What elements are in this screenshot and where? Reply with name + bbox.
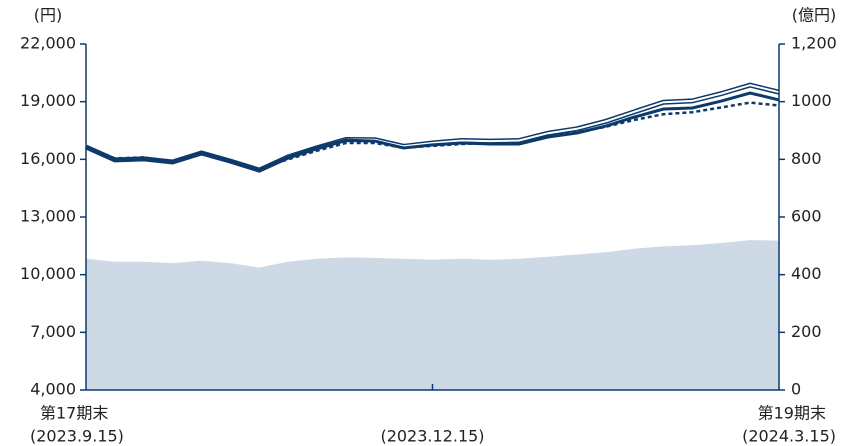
y-tick-label: 13,000: [20, 207, 76, 226]
line: [85, 101, 780, 171]
x-tick-label: (2024.3.15): [742, 427, 836, 446]
y2-tick-label: 200: [791, 322, 822, 341]
y-tick-label: 22,000: [20, 34, 76, 53]
y-tick-label: 16,000: [20, 149, 76, 168]
y2-tick-label: 1,200: [791, 34, 837, 53]
y-tick-label: 4,000: [30, 380, 76, 399]
y-tick-label: 10,000: [20, 264, 76, 283]
annotation: 第19期末: [758, 404, 826, 423]
y2-tick-label: 1000: [791, 91, 832, 110]
y2-tick-label: 0: [791, 380, 801, 399]
y-tick-label: 7,000: [30, 322, 76, 341]
x-tick-label: (2023.9.15): [30, 427, 124, 446]
area: [86, 240, 779, 390]
y2-tick-label: 400: [791, 264, 822, 283]
annotation: 第17期末: [40, 404, 108, 423]
y-axis-label: (円): [34, 6, 63, 25]
y-tick-label: 19,000: [20, 91, 76, 110]
y2-tick-label: 800: [791, 149, 822, 168]
x-tick-label: (2023.12.15): [380, 427, 484, 446]
y2-tick-label: 600: [791, 207, 822, 226]
line: [85, 91, 780, 172]
y2-axis-label: (億円): [792, 6, 837, 25]
